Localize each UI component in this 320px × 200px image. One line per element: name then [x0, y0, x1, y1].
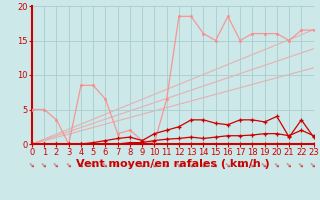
Text: ↓: ↓ [236, 161, 244, 169]
X-axis label: Vent moyen/en rafales ( km/h ): Vent moyen/en rafales ( km/h ) [76, 159, 270, 169]
Text: ↓: ↓ [260, 161, 269, 169]
Text: ↓: ↓ [163, 161, 171, 169]
Text: ↓: ↓ [138, 161, 146, 169]
Text: ↓: ↓ [212, 161, 220, 169]
Text: ↓: ↓ [28, 161, 36, 169]
Text: ↓: ↓ [101, 161, 110, 169]
Text: ↓: ↓ [114, 161, 122, 169]
Text: ↓: ↓ [199, 161, 208, 169]
Text: ↓: ↓ [126, 161, 134, 169]
Text: ↓: ↓ [285, 161, 293, 169]
Text: ↓: ↓ [150, 161, 159, 169]
Text: ↓: ↓ [309, 161, 318, 169]
Text: ↓: ↓ [224, 161, 232, 169]
Text: ↓: ↓ [297, 161, 306, 169]
Text: ↓: ↓ [40, 161, 48, 169]
Text: ↓: ↓ [273, 161, 281, 169]
Text: ↓: ↓ [187, 161, 196, 169]
Text: ↓: ↓ [89, 161, 97, 169]
Text: ↓: ↓ [248, 161, 257, 169]
Text: ↓: ↓ [65, 161, 73, 169]
Text: ↓: ↓ [77, 161, 85, 169]
Text: ↓: ↓ [175, 161, 183, 169]
Text: ↓: ↓ [52, 161, 61, 169]
